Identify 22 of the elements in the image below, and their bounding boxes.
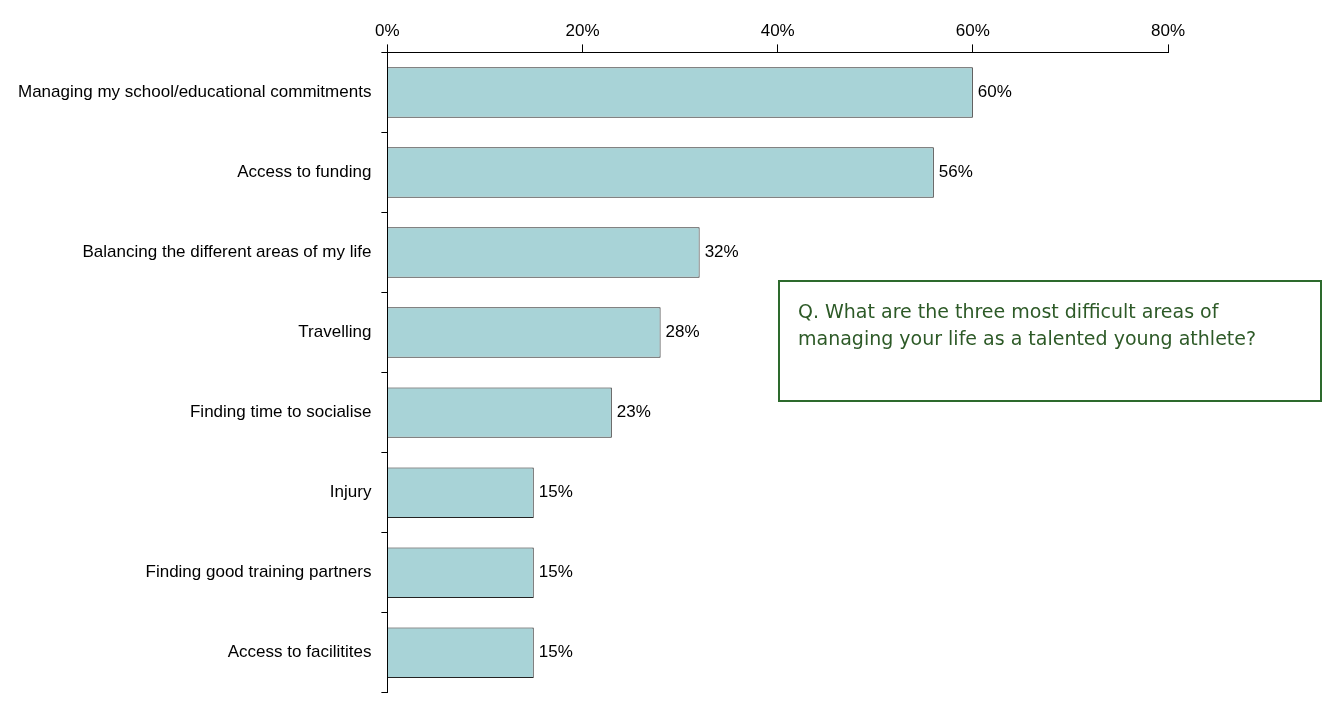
y-tick-label: Travelling bbox=[298, 322, 372, 342]
y-tick-label: Finding time to socialise bbox=[189, 402, 372, 422]
x-tick-label: 40% bbox=[760, 20, 795, 40]
data-label: 15% bbox=[538, 562, 573, 582]
data-label: 15% bbox=[538, 482, 573, 502]
data-label: 32% bbox=[704, 242, 739, 262]
y-tick-label: Balancing the different areas of my life bbox=[82, 242, 372, 262]
data-label: 23% bbox=[616, 402, 651, 422]
data-label: 15% bbox=[538, 642, 573, 662]
x-tick-label: 60% bbox=[955, 20, 990, 40]
data-label: 28% bbox=[665, 322, 700, 342]
y-tick-label: Managing my school/educational commitments bbox=[18, 82, 372, 102]
data-label: 60% bbox=[977, 82, 1012, 102]
x-tick-label: 0% bbox=[375, 20, 400, 40]
y-tick-label: Access to facilitites bbox=[227, 642, 372, 662]
annotation: Q. What are the three most difficult areas of managing your life as a talented young athlete? bbox=[798, 299, 1258, 351]
y-tick-label: Access to funding bbox=[237, 162, 372, 182]
y-tick-label: Injury bbox=[329, 482, 372, 502]
y-tick-label: Finding good training partners bbox=[145, 562, 372, 582]
data-label: 56% bbox=[938, 162, 973, 182]
x-tick-label: 20% bbox=[565, 20, 600, 40]
x-tick-label: 80% bbox=[1150, 20, 1186, 40]
